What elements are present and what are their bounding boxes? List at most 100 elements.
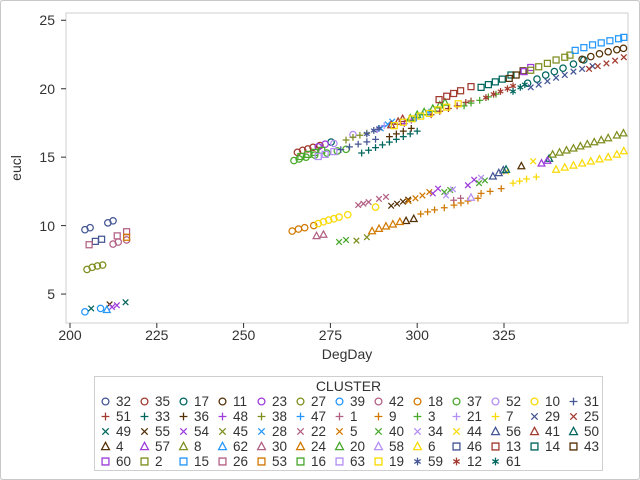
- data-point: [314, 152, 322, 161]
- series-56: [488, 165, 508, 180]
- legend-row: 60 2 15 26 53 16 63 19 59 12 61: [99, 454, 598, 469]
- data-point: [582, 139, 592, 148]
- plus-marker-icon: [413, 412, 422, 421]
- data-point: [363, 130, 370, 138]
- data-point: [408, 115, 416, 123]
- data-point: [98, 261, 107, 269]
- legend-entry: 28: [255, 424, 294, 439]
- plus-marker-icon: [296, 412, 305, 421]
- data-point: [434, 106, 442, 114]
- data-point: [356, 131, 364, 139]
- legend-row: 51 33 36 48 38 47 1 9 3 21 7 29 25: [99, 409, 599, 424]
- data-point: [436, 107, 444, 115]
- legend-entry: 57: [138, 439, 177, 454]
- series-16: [297, 146, 326, 161]
- data-point: [481, 177, 489, 184]
- data-point: [548, 149, 558, 158]
- data-point: [603, 60, 610, 67]
- data-point: [580, 44, 588, 52]
- legend-entry-label: 60: [116, 454, 132, 469]
- series-24: [367, 216, 405, 235]
- legend-entry-label: 54: [194, 424, 210, 439]
- triangle-marker-icon: [256, 440, 267, 451]
- legend-entry: 45: [216, 424, 255, 439]
- data-point: [445, 105, 452, 112]
- circle-marker-icon: [452, 397, 461, 406]
- data-point: [520, 67, 528, 76]
- data-point: [346, 143, 353, 151]
- x-marker-icon: [530, 412, 539, 421]
- data-point: [91, 237, 99, 245]
- data-point: [304, 150, 312, 159]
- data-point: [504, 85, 511, 93]
- data-point: [516, 177, 524, 185]
- circle-marker-icon: [179, 397, 188, 406]
- series-54: [108, 176, 478, 311]
- legend-entry: 11: [216, 394, 255, 409]
- square-marker-icon: [218, 457, 227, 466]
- data-point: [393, 200, 401, 207]
- data-point: [464, 181, 472, 189]
- legend-entry-label: 49: [116, 424, 132, 439]
- data-point: [370, 127, 377, 134]
- circle-marker-icon: [530, 397, 539, 406]
- data-point: [435, 96, 443, 104]
- data-point: [552, 74, 560, 81]
- legend-entry-label: 11: [233, 394, 248, 409]
- square-marker-icon: [491, 442, 500, 451]
- triangle-marker-icon: [295, 440, 306, 451]
- legend-entry-label: 12: [467, 454, 483, 469]
- data-point: [358, 149, 366, 157]
- data-point: [96, 304, 105, 313]
- data-point: [462, 98, 470, 106]
- plus-marker-icon: [179, 412, 188, 421]
- data-point: [512, 71, 520, 79]
- data-point: [342, 136, 350, 144]
- data-point: [330, 148, 338, 156]
- data-point: [541, 71, 550, 79]
- square-marker-icon: [335, 457, 344, 466]
- data-point: [612, 130, 622, 139]
- data-point: [454, 100, 462, 108]
- data-point: [595, 154, 604, 163]
- data-point: [566, 51, 574, 59]
- triangle-marker-icon: [178, 440, 189, 451]
- data-point: [543, 59, 552, 67]
- data-point: [401, 215, 411, 225]
- data-point: [484, 80, 492, 89]
- data-point: [404, 196, 412, 203]
- legend-entry-label: 57: [155, 439, 171, 454]
- plus-marker-icon: [101, 412, 110, 421]
- series-32: [81, 216, 117, 234]
- data-point: [467, 83, 475, 91]
- data-point: [309, 143, 317, 152]
- legend-entry-label: 14: [545, 439, 561, 454]
- data-point: [335, 238, 343, 246]
- data-point: [88, 263, 97, 272]
- legend-entry: 23: [255, 394, 294, 409]
- data-point: [390, 122, 398, 130]
- legend-entry: 63: [333, 454, 372, 469]
- data-point: [618, 128, 628, 137]
- series-25: [585, 53, 628, 73]
- x-marker-icon: [179, 427, 188, 436]
- legend-row: 4 57 8 62 30 24 20 58 6 46 13 14 43: [99, 439, 599, 454]
- series-52: [330, 130, 357, 148]
- data-point: [561, 71, 568, 79]
- x-axis-label: DegDay: [321, 346, 373, 362]
- square-marker-icon: [530, 442, 539, 451]
- data-point: [388, 219, 398, 228]
- square-marker-icon: [257, 457, 266, 466]
- circle-marker-icon: [491, 397, 500, 406]
- series-36: [386, 125, 415, 141]
- data-point: [477, 174, 485, 181]
- legend-entry-label: 37: [467, 394, 483, 409]
- legend-entry: 7: [489, 409, 528, 424]
- plus-marker-icon: [491, 412, 500, 421]
- legend-entry-label: 53: [272, 454, 288, 469]
- triangle-marker-icon: [334, 440, 345, 451]
- data-point: [372, 144, 379, 151]
- data-point: [559, 64, 567, 72]
- data-point: [490, 90, 497, 98]
- plot-frame: [65, 12, 629, 324]
